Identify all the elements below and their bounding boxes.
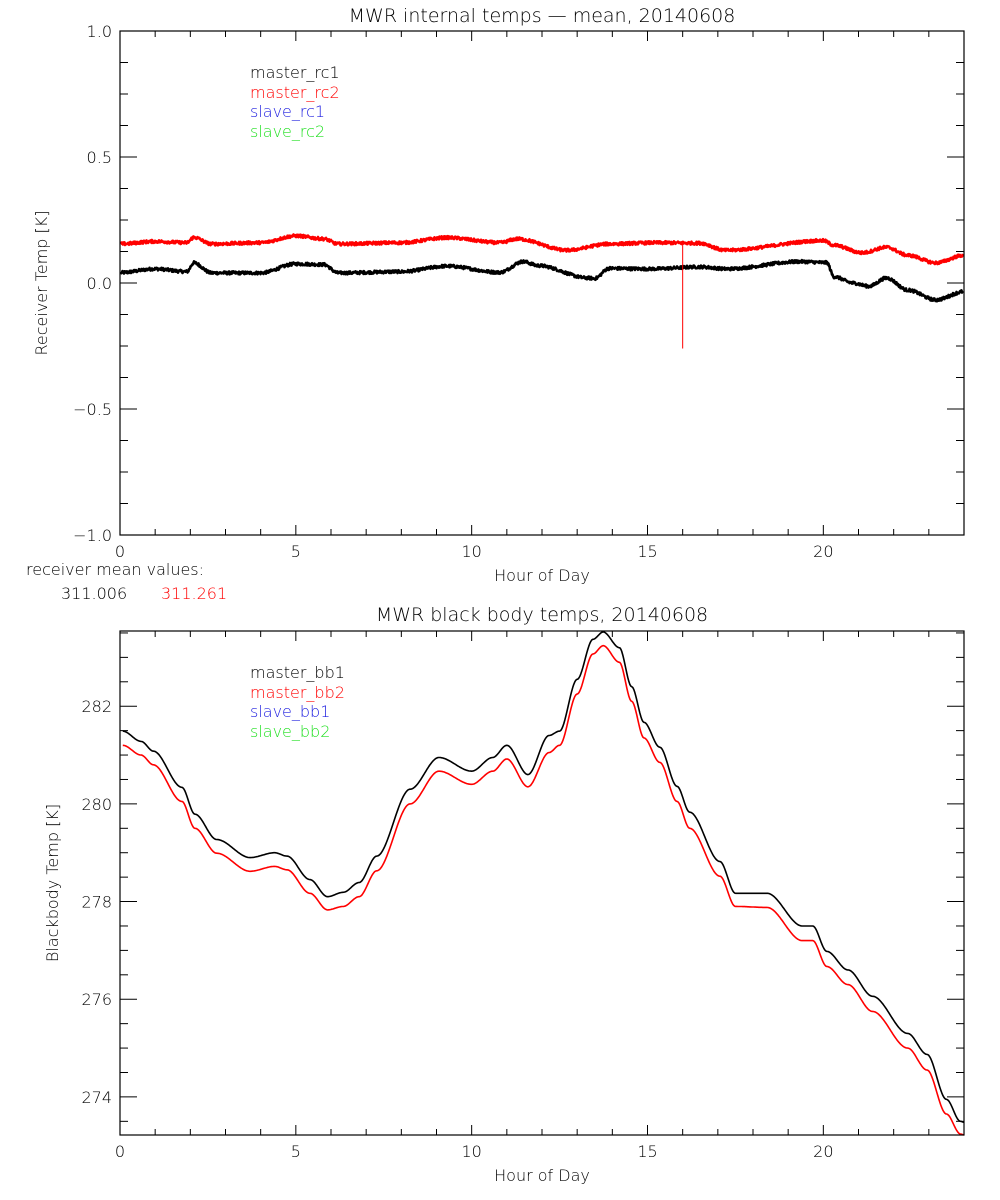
y-tick-label: 1.0 [87, 22, 112, 41]
series-group [122, 631, 965, 1136]
x-tick-label: 10 [461, 1142, 481, 1161]
legend-entry-slave-bb1: slave_bb1 [250, 702, 330, 721]
receiver-mean-label: receiver mean values: [26, 560, 204, 579]
receiver-mean-master1: 311.006 [61, 584, 127, 603]
y-axis-label: Receiver Temp [K] [32, 210, 51, 355]
x-axis-label: Hour of Day [494, 566, 590, 585]
legend-entry-master-rc2: master_rc2 [250, 83, 340, 102]
y-tick-label: −1.0 [73, 526, 112, 545]
legend-entry-master-bb1: master_bb1 [250, 663, 345, 682]
y-tick-label: 282 [81, 697, 112, 716]
x-tick-label: 5 [291, 1142, 301, 1161]
y-tick-label: 280 [81, 795, 112, 814]
x-tick-label: 20 [813, 1142, 833, 1161]
y-tick-label: 276 [81, 990, 112, 1009]
x-tick-label: 5 [291, 542, 301, 561]
y-tick-label: 274 [81, 1088, 112, 1107]
x-tick-label: 10 [461, 542, 481, 561]
series-line-master-rc2 [119, 233, 965, 266]
y-axis-ticks: −1.0 −0.5 0.0 0.5 1.0 [73, 22, 964, 545]
x-tick-label: 0 [115, 542, 125, 561]
x-tick-label: 0 [115, 1142, 125, 1161]
legend-entry-slave-rc2: slave_rc2 [250, 122, 325, 141]
y-tick-label: 0.5 [87, 148, 112, 167]
series-line-master-bb2 [122, 644, 965, 1136]
series-group [119, 233, 965, 349]
legend-entry-master-rc1: master_rc1 [250, 63, 340, 82]
plot-frame [119, 30, 965, 536]
y-axis-ticks: 274 276 278 280 282 [81, 632, 964, 1122]
legend: master_bb1 master_bb2 slave_bb1 slave_bb… [250, 663, 345, 741]
series-line-master-rc1 [119, 258, 964, 303]
legend-entry-slave-rc1: slave_rc1 [250, 102, 325, 121]
x-axis-label: Hour of Day [494, 1166, 590, 1185]
blackbody-temps-chart: MWR black body temps, 20140608 Hour of D… [43, 604, 965, 1185]
x-tick-label: 15 [637, 1142, 657, 1161]
internal-temps-chart: MWR internal temps — mean, 20140608 Hour… [32, 5, 965, 585]
x-tick-label: 20 [813, 542, 833, 561]
legend: master_rc1 master_rc2 slave_rc1 slave_rc… [250, 63, 340, 141]
legend-entry-master-bb2: master_bb2 [250, 683, 345, 702]
y-tick-label: 0.0 [87, 274, 112, 293]
x-axis-ticks: 0 5 10 15 20 [115, 631, 965, 1161]
y-axis-label: Blackbody Temp [K] [43, 804, 62, 962]
chart-title: MWR black body temps, 20140608 [376, 604, 708, 626]
plot-frame [119, 630, 965, 1136]
x-tick-label: 15 [637, 542, 657, 561]
chart-title: MWR internal temps — mean, 20140608 [349, 5, 736, 27]
x-axis-ticks: 0 5 10 15 20 [115, 31, 965, 561]
legend-entry-slave-bb2: slave_bb2 [250, 722, 330, 741]
receiver-mean-annotation: receiver mean values: 311.006 311.261 [26, 560, 227, 603]
receiver-mean-master2: 311.261 [161, 584, 227, 603]
y-tick-label: −0.5 [73, 400, 112, 419]
y-tick-label: 278 [81, 893, 112, 912]
series-line-master-bb1 [122, 631, 965, 1124]
